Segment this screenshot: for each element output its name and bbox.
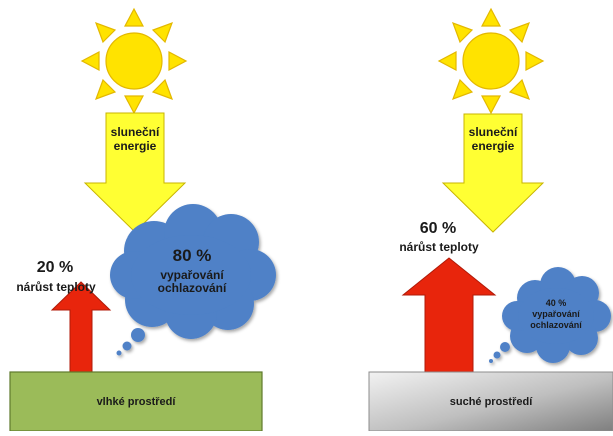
sun-ray: [525, 51, 545, 71]
solar-label-line2: energie: [113, 138, 157, 153]
cloud-text-left: 80 % vypařování ochlazování: [140, 246, 244, 296]
evaporation-line1-left: vypařování: [160, 267, 224, 282]
sun-icon-right: [437, 7, 545, 115]
sun-ray: [451, 21, 474, 44]
solar-arrow-label-left: sluneční energie: [106, 125, 164, 154]
solar-arrow-label-right: sluneční energie: [464, 125, 522, 154]
cloud-right: [489, 267, 611, 363]
sun-disc: [105, 32, 163, 90]
evaporation-line1-right: vypařování: [532, 309, 580, 320]
sun-ray: [508, 21, 531, 44]
solar-arrow-right: [441, 113, 545, 233]
solar-arrow-left: [83, 112, 187, 233]
solar-label-line1: sluneční: [110, 125, 160, 139]
sun-ray: [94, 78, 117, 101]
temp-percent-right: 60 %: [419, 220, 457, 237]
evaporation-line2-left: ochlazování: [157, 281, 227, 296]
ground-label-wet: vlhké prostředí: [96, 396, 176, 408]
temp-arrow-right: [401, 257, 497, 375]
evaporation-percent-right: 40 %: [545, 298, 567, 308]
sun-ray: [80, 51, 100, 71]
sun-ray: [124, 95, 144, 115]
sun-ray: [151, 78, 174, 101]
temp-label-right: nárůst teploty: [399, 240, 479, 254]
ground-wet: [9, 371, 263, 432]
temp-arrow-left: [50, 281, 112, 375]
sun-ray: [451, 78, 474, 101]
sun-ray: [94, 21, 117, 44]
evaporation-percent-left: 80 %: [172, 246, 212, 265]
temp-percent-left: 20 %: [36, 259, 74, 276]
sun-ray: [124, 7, 144, 27]
temp-label-left: nárůst teploty: [16, 280, 96, 294]
sun-ray: [481, 7, 501, 27]
ground-dry: [368, 371, 613, 432]
sun-icon-left: [80, 7, 188, 115]
sun-disc: [462, 32, 520, 90]
solar-label-line2: energie: [471, 138, 515, 153]
ground-label-dry: suché prostředí: [449, 396, 533, 408]
sun-ray: [481, 95, 501, 115]
cloud-left: [110, 204, 276, 356]
sun-ray: [168, 51, 188, 71]
sun-ray: [151, 21, 174, 44]
solar-label-line1: sluneční: [468, 125, 518, 139]
sun-ray: [437, 51, 457, 71]
cloud-text-right: 40 % vypařování ochlazování: [519, 298, 593, 330]
evaporation-line2-right: ochlazování: [530, 319, 582, 330]
sun-ray: [508, 78, 531, 101]
